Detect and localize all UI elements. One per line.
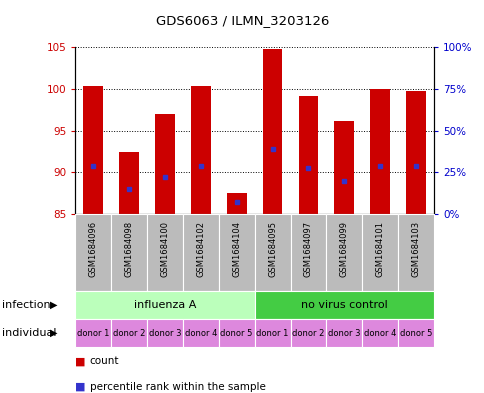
Bar (290, 214, 326, 291)
Bar (254, 319, 290, 347)
Bar (326, 214, 362, 291)
Bar (119, 152, 138, 214)
Bar (111, 319, 147, 347)
Text: donor 1: donor 1 (256, 329, 288, 338)
Text: donor 1: donor 1 (77, 329, 109, 338)
Text: donor 5: donor 5 (399, 329, 431, 338)
Text: ■: ■ (75, 356, 86, 366)
Text: infection: infection (2, 300, 51, 310)
Bar (334, 121, 353, 214)
Bar (218, 319, 254, 347)
Bar (182, 319, 218, 347)
Text: GSM1684103: GSM1684103 (411, 220, 420, 277)
Bar (406, 91, 425, 214)
Bar (182, 214, 218, 291)
Bar (155, 114, 174, 214)
Bar (191, 86, 210, 214)
Bar (290, 319, 326, 347)
Text: donor 2: donor 2 (292, 329, 324, 338)
Bar (254, 291, 433, 319)
Text: GSM1684095: GSM1684095 (268, 221, 276, 277)
Text: GSM1684101: GSM1684101 (375, 221, 384, 277)
Text: GSM1684104: GSM1684104 (232, 221, 241, 277)
Bar (397, 214, 433, 291)
Text: donor 5: donor 5 (220, 329, 252, 338)
Bar (147, 214, 182, 291)
Text: GSM1684098: GSM1684098 (124, 220, 133, 277)
Bar (362, 214, 397, 291)
Text: GSM1684099: GSM1684099 (339, 221, 348, 277)
Text: GSM1684096: GSM1684096 (89, 220, 97, 277)
Text: GSM1684097: GSM1684097 (303, 220, 312, 277)
Text: donor 4: donor 4 (184, 329, 216, 338)
Bar (218, 214, 254, 291)
Text: GSM1684100: GSM1684100 (160, 221, 169, 277)
Bar (362, 319, 397, 347)
Text: individual: individual (2, 328, 57, 338)
Bar (83, 86, 103, 214)
Bar (370, 89, 389, 214)
Text: donor 3: donor 3 (327, 329, 360, 338)
Text: ▶: ▶ (50, 300, 57, 310)
Text: ■: ■ (75, 382, 86, 392)
Bar (397, 319, 433, 347)
Bar (326, 319, 362, 347)
Text: GSM1684102: GSM1684102 (196, 221, 205, 277)
Bar (75, 214, 111, 291)
Text: GDS6063 / ILMN_3203126: GDS6063 / ILMN_3203126 (155, 14, 329, 27)
Text: ▶: ▶ (50, 328, 57, 338)
Text: percentile rank within the sample: percentile rank within the sample (90, 382, 265, 392)
Text: influenza A: influenza A (134, 300, 196, 310)
Bar (75, 319, 111, 347)
Bar (75, 291, 254, 319)
Text: donor 4: donor 4 (363, 329, 395, 338)
Text: no virus control: no virus control (301, 300, 387, 310)
Bar (111, 214, 147, 291)
Bar (254, 214, 290, 291)
Bar (298, 95, 318, 214)
Text: donor 3: donor 3 (148, 329, 181, 338)
Text: count: count (90, 356, 119, 366)
Bar (262, 49, 282, 214)
Bar (147, 319, 182, 347)
Bar (227, 193, 246, 214)
Text: donor 2: donor 2 (113, 329, 145, 338)
